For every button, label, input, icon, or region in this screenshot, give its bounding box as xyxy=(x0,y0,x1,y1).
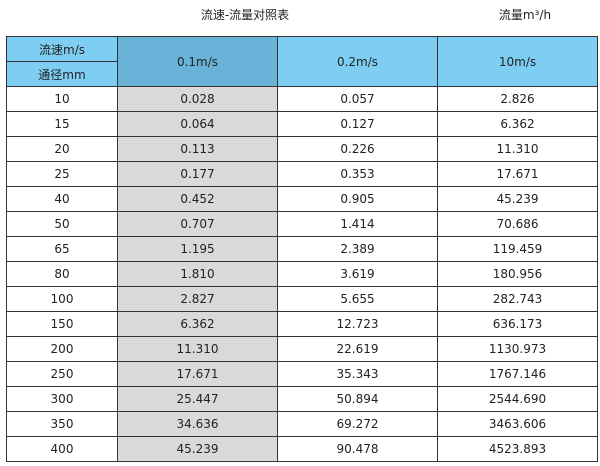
diameter-header: 通径mm xyxy=(6,61,118,87)
table-row: 15 0.064 0.127 6.362 xyxy=(6,111,598,137)
table-row: 150 6.362 12.723 636.173 xyxy=(6,311,598,337)
flow-cell: 180.956 xyxy=(437,261,598,287)
diameter-cell: 50 xyxy=(6,211,118,237)
flow-cell: 0.127 xyxy=(277,111,438,137)
table-title: 流速-流量对照表 xyxy=(200,8,290,22)
flow-cell: 4523.893 xyxy=(437,436,598,462)
flow-cell: 0.452 xyxy=(117,186,278,212)
diameter-cell: 100 xyxy=(6,286,118,312)
column-header: 0.2m/s xyxy=(277,36,438,87)
unit-label: 流量m³/h xyxy=(498,8,552,22)
flow-cell: 50.894 xyxy=(277,386,438,412)
flow-cell: 70.686 xyxy=(437,211,598,237)
flow-cell: 90.478 xyxy=(277,436,438,462)
flow-cell: 2.826 xyxy=(437,86,598,112)
velocity-flow-table: 流速m/s 0.1m/s 0.2m/s 10m/s 通径mm 10 0.028 0.… xyxy=(6,36,598,462)
table-row: 300 25.447 50.894 2544.690 xyxy=(6,386,598,412)
flow-cell: 2544.690 xyxy=(437,386,598,412)
flow-cell: 0.064 xyxy=(117,111,278,137)
velocity-header: 流速m/s xyxy=(6,36,118,62)
flow-cell: 35.343 xyxy=(277,361,438,387)
diameter-cell: 80 xyxy=(6,261,118,287)
flow-cell: 0.113 xyxy=(117,136,278,162)
table-row: 80 1.810 3.619 180.956 xyxy=(6,261,598,287)
diameter-cell: 300 xyxy=(6,386,118,412)
diameter-cell: 350 xyxy=(6,411,118,437)
flow-cell: 34.636 xyxy=(117,411,278,437)
flow-cell: 0.905 xyxy=(277,186,438,212)
flow-cell: 6.362 xyxy=(117,311,278,337)
flow-cell: 11.310 xyxy=(117,336,278,362)
table-row: 250 17.671 35.343 1767.146 xyxy=(6,361,598,387)
flow-cell: 0.057 xyxy=(277,86,438,112)
table-row: 20 0.113 0.226 11.310 xyxy=(6,136,598,162)
diameter-cell: 250 xyxy=(6,361,118,387)
flow-cell: 11.310 xyxy=(437,136,598,162)
diameter-cell: 25 xyxy=(6,161,118,187)
table-row: 50 0.707 1.414 70.686 xyxy=(6,211,598,237)
flow-cell: 1.414 xyxy=(277,211,438,237)
flow-cell: 45.239 xyxy=(117,436,278,462)
flow-cell: 12.723 xyxy=(277,311,438,337)
table-row: 400 45.239 90.478 4523.893 xyxy=(6,436,598,462)
flow-cell: 1767.146 xyxy=(437,361,598,387)
flow-cell: 2.389 xyxy=(277,236,438,262)
table-row: 200 11.310 22.619 1130.973 xyxy=(6,336,598,362)
flow-cell: 2.827 xyxy=(117,286,278,312)
flow-cell: 0.707 xyxy=(117,211,278,237)
diameter-cell: 20 xyxy=(6,136,118,162)
table-row: 350 34.636 69.272 3463.606 xyxy=(6,411,598,437)
flow-cell: 6.362 xyxy=(437,111,598,137)
flow-cell: 22.619 xyxy=(277,336,438,362)
diameter-cell: 400 xyxy=(6,436,118,462)
flow-cell: 0.028 xyxy=(117,86,278,112)
flow-cell: 25.447 xyxy=(117,386,278,412)
table-row: 25 0.177 0.353 17.671 xyxy=(6,161,598,187)
diameter-cell: 10 xyxy=(6,86,118,112)
header-row: 流速m/s 0.1m/s 0.2m/s 10m/s xyxy=(6,36,598,87)
column-header: 0.1m/s xyxy=(117,36,278,87)
flow-cell: 0.177 xyxy=(117,161,278,187)
diameter-cell: 65 xyxy=(6,236,118,262)
diameter-cell: 150 xyxy=(6,311,118,337)
flow-cell: 1130.973 xyxy=(437,336,598,362)
diameter-cell: 15 xyxy=(6,111,118,137)
flow-cell: 3463.606 xyxy=(437,411,598,437)
flow-cell: 0.226 xyxy=(277,136,438,162)
flow-cell: 3.619 xyxy=(277,261,438,287)
flow-cell: 1.810 xyxy=(117,261,278,287)
flow-cell: 17.671 xyxy=(437,161,598,187)
flow-cell: 0.353 xyxy=(277,161,438,187)
flow-cell: 5.655 xyxy=(277,286,438,312)
flow-cell: 282.743 xyxy=(437,286,598,312)
diameter-cell: 200 xyxy=(6,336,118,362)
table-row: 10 0.028 0.057 2.826 xyxy=(6,86,598,112)
flow-cell: 69.272 xyxy=(277,411,438,437)
flow-cell: 1.195 xyxy=(117,236,278,262)
flow-cell: 119.459 xyxy=(437,236,598,262)
diameter-cell: 40 xyxy=(6,186,118,212)
column-header: 10m/s xyxy=(437,36,598,87)
table-row: 65 1.195 2.389 119.459 xyxy=(6,236,598,262)
flow-cell: 17.671 xyxy=(117,361,278,387)
table-row: 40 0.452 0.905 45.239 xyxy=(6,186,598,212)
table-row: 100 2.827 5.655 282.743 xyxy=(6,286,598,312)
header-row: 通径mm xyxy=(6,61,598,87)
flow-cell: 45.239 xyxy=(437,186,598,212)
flow-cell: 636.173 xyxy=(437,311,598,337)
